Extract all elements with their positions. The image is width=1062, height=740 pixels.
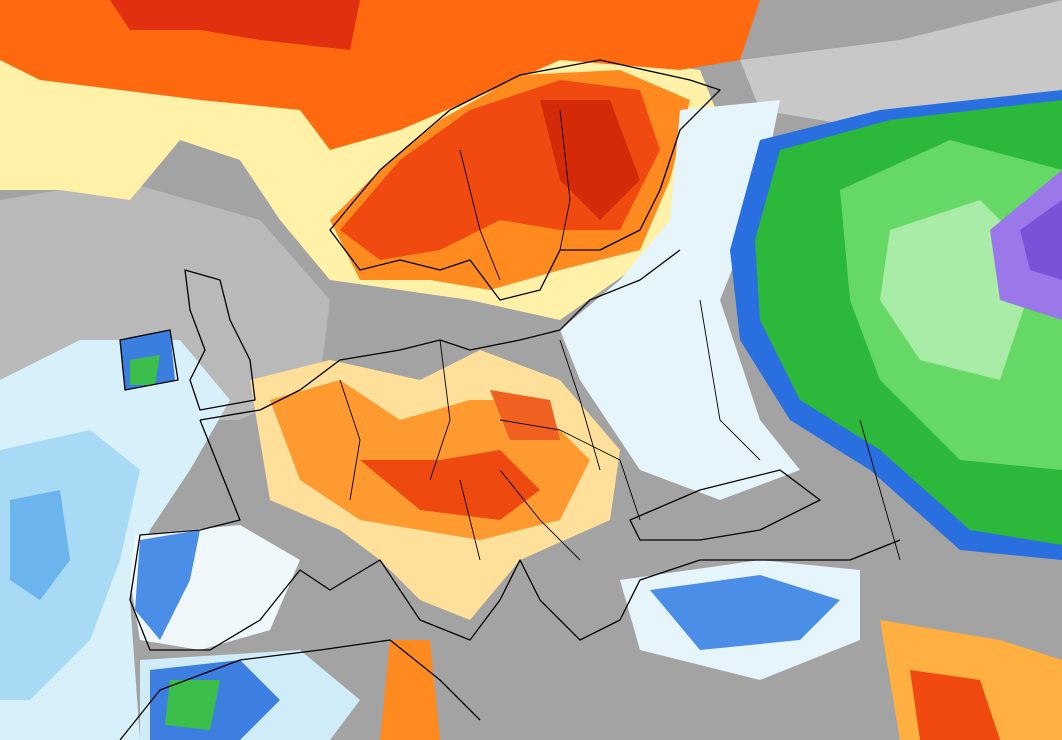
anomaly-area (0, 0, 760, 150)
border (459, 109, 571, 281)
coastline (629, 469, 821, 541)
border (339, 299, 901, 561)
anomaly-area (165, 680, 220, 730)
anomaly-area (360, 450, 540, 520)
coastline (129, 419, 901, 651)
anomaly-area (380, 640, 440, 740)
anomaly-area (110, 0, 360, 50)
anomaly-area (740, 0, 1062, 130)
anomaly-area (1020, 200, 1062, 280)
anomaly-area (540, 100, 640, 220)
coastline (329, 59, 721, 301)
anomaly-area (10, 490, 70, 600)
anomaly-area (135, 530, 200, 640)
anomaly-area (910, 670, 1000, 740)
anomaly-area (560, 100, 800, 500)
coastline (184, 269, 256, 411)
coastline (199, 249, 681, 421)
coastline (119, 329, 179, 391)
anomaly-area (130, 355, 160, 385)
coastline (119, 639, 481, 740)
anomaly-area (650, 575, 840, 650)
